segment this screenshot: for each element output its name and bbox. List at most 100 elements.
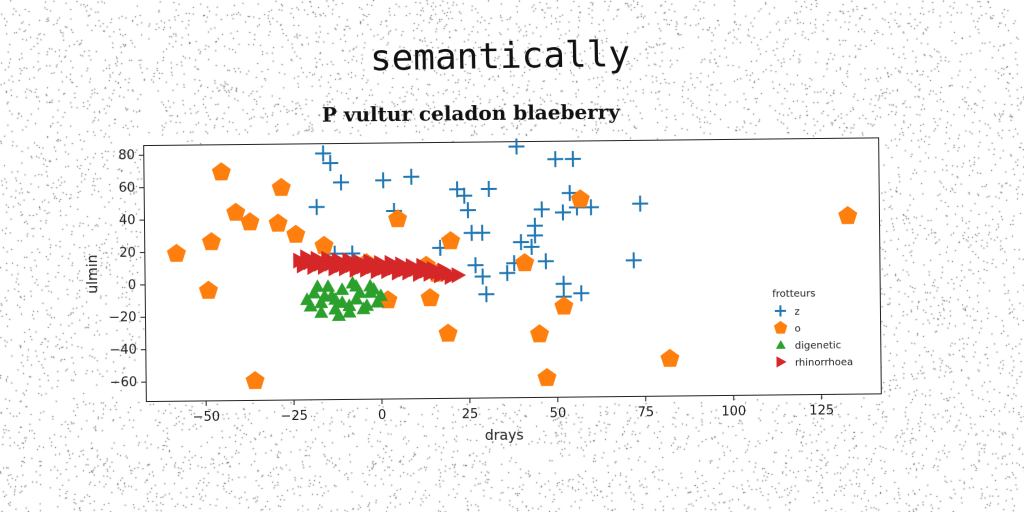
- series-rhinorrhoea: [293, 249, 467, 285]
- data-point: [349, 291, 364, 305]
- data-point: [245, 371, 265, 390]
- legend-marker: [776, 356, 787, 368]
- data-point: [271, 177, 291, 196]
- legend-marker: [773, 320, 788, 334]
- data-point: [467, 257, 484, 274]
- data-point: [420, 288, 440, 307]
- data-point: [303, 298, 318, 312]
- data-point: [314, 305, 329, 318]
- legend-label: digenetic: [795, 340, 841, 351]
- data-point: [384, 254, 400, 271]
- legend-title: frotteurs: [772, 289, 815, 300]
- data-point: [268, 213, 288, 232]
- data-point: [374, 255, 389, 272]
- data-point: [370, 294, 385, 308]
- data-point: [342, 304, 357, 318]
- data-point: [166, 243, 186, 262]
- data-point: [403, 168, 420, 185]
- series-z: [308, 138, 649, 305]
- data-point: [512, 234, 530, 251]
- series-o: [166, 162, 858, 390]
- data-point: [632, 195, 649, 212]
- data-point: [315, 145, 332, 162]
- data-point: [366, 281, 381, 295]
- data-point: [307, 285, 322, 299]
- data-point: [335, 295, 350, 308]
- data-point: [322, 155, 339, 172]
- data-point: [660, 348, 680, 367]
- data-point: [438, 323, 458, 342]
- data-point: [333, 174, 350, 191]
- legend-label: rhinorrhoea: [795, 357, 853, 369]
- data-point: [375, 172, 392, 189]
- data-point: [226, 202, 246, 221]
- plot-frame: [143, 137, 882, 403]
- data-point: [515, 253, 535, 272]
- x-tick-label: 100: [721, 404, 746, 419]
- data-point: [570, 189, 590, 208]
- data-point: [526, 217, 543, 234]
- data-point: [625, 252, 642, 269]
- y-tick-label: −20: [109, 310, 137, 325]
- data-point: [582, 199, 599, 216]
- data-point: [314, 295, 329, 309]
- x-tick-label: 0: [378, 408, 386, 423]
- y-axis-label: ulmin: [85, 254, 101, 293]
- data-point: [335, 282, 350, 295]
- data-point: [437, 262, 452, 279]
- legend-label: z: [794, 307, 799, 318]
- data-point: [317, 288, 332, 302]
- y-tick-label: 80: [118, 148, 135, 163]
- data-point: [416, 257, 431, 274]
- x-axis-label: drays: [485, 428, 524, 444]
- data-point: [300, 292, 315, 306]
- chart-title: P vultur celadon blaeberry: [322, 100, 622, 127]
- data-point: [359, 298, 374, 311]
- data-point: [331, 252, 347, 269]
- plot-area: [143, 137, 882, 403]
- legend-label: o: [795, 324, 801, 335]
- y-axis-ticks: −60 −40 −20 0 20 40 60 80: [109, 148, 147, 390]
- y-tick-label: 40: [119, 213, 136, 228]
- data-point: [405, 257, 421, 274]
- data-point: [345, 275, 360, 289]
- data-point: [373, 288, 388, 302]
- data-point: [537, 253, 554, 270]
- data-point: [508, 138, 525, 155]
- data-point: [395, 256, 410, 273]
- x-tick-label: 50: [550, 406, 567, 421]
- data-point: [480, 180, 497, 197]
- data-point: [286, 224, 306, 243]
- y-tick-label: −60: [110, 375, 138, 390]
- y-tick-label: 60: [119, 181, 136, 196]
- data-point: [523, 238, 540, 255]
- data-point: [388, 209, 408, 228]
- data-point: [198, 280, 218, 299]
- data-point: [573, 285, 590, 302]
- x-tick-label: 75: [638, 405, 655, 420]
- data-point: [310, 279, 325, 293]
- data-point: [561, 184, 578, 201]
- data-point: [321, 250, 336, 267]
- data-point: [451, 267, 467, 284]
- data-point: [308, 198, 325, 215]
- y-tick-label: 0: [128, 278, 136, 293]
- x-axis-ticks: −50 −25 0 25 50 75 100 125: [193, 394, 834, 425]
- data-point: [300, 249, 315, 266]
- chart: P vultur celadon blaeberry −50 −25 0 25 50 75…: [58, 86, 912, 455]
- x-tick-label: −50: [193, 410, 221, 425]
- series-digenetic: [300, 275, 388, 321]
- data-point: [459, 202, 476, 219]
- data-point: [352, 285, 367, 299]
- data-point: [838, 205, 858, 225]
- data-point: [363, 253, 378, 270]
- data-point: [478, 286, 495, 303]
- data-point: [328, 292, 343, 305]
- x-tick-label: 25: [462, 407, 479, 422]
- data-point: [426, 260, 442, 277]
- data-point: [456, 187, 473, 204]
- data-point: [533, 201, 550, 218]
- data-point: [564, 150, 581, 167]
- y-tick-label: −40: [109, 343, 137, 358]
- data-point: [352, 253, 368, 270]
